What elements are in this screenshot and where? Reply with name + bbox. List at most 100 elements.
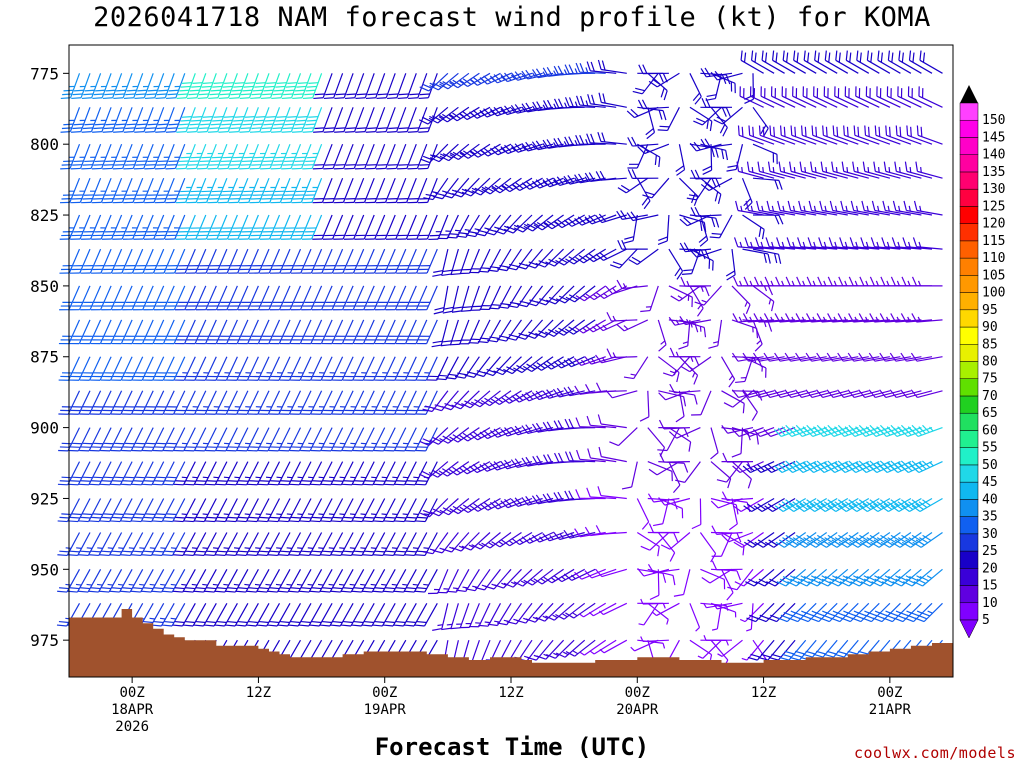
- barb-full: [314, 164, 325, 166]
- barb-staff: [732, 390, 754, 408]
- wind-barb: [565, 602, 596, 619]
- barb-full: [216, 379, 227, 381]
- barb-half: [508, 539, 514, 545]
- wind-barb: [364, 214, 386, 240]
- wind-barb: [384, 390, 407, 415]
- barb-staff: [215, 390, 228, 415]
- wind-barb: [720, 356, 736, 388]
- barb-full: [355, 268, 366, 271]
- barb-full: [374, 413, 384, 415]
- wind-barb: [352, 532, 375, 557]
- barb-half: [456, 623, 462, 625]
- wind-barb: [439, 72, 470, 90]
- barb-staff: [110, 285, 123, 310]
- barb-full: [91, 272, 101, 274]
- barb-full: [398, 93, 409, 96]
- barb-full: [487, 269, 498, 272]
- barb-full: [92, 268, 103, 271]
- barb-full: [142, 449, 153, 452]
- barb-full: [62, 335, 73, 337]
- barb-full: [312, 409, 323, 412]
- barb-full: [275, 119, 286, 122]
- barb-staff: [141, 356, 154, 381]
- barb-half: [423, 583, 429, 586]
- barb-staff: [689, 214, 716, 219]
- barb-staff: [656, 602, 680, 617]
- credit-link[interactable]: coolwx.com/models: [853, 744, 1016, 762]
- barb-full: [82, 442, 93, 445]
- wind-barb: [155, 73, 175, 100]
- barb-full: [155, 375, 165, 378]
- barb-full: [199, 265, 210, 267]
- barb-full: [710, 71, 718, 81]
- barb-full: [500, 460, 508, 470]
- barb-full: [281, 339, 292, 341]
- barb-full: [698, 235, 707, 243]
- barb-full: [657, 449, 668, 452]
- barb-full: [532, 456, 539, 466]
- barb-staff: [185, 177, 196, 203]
- barb-full: [628, 259, 638, 266]
- wind-barb: [585, 319, 617, 333]
- wind-barb: [67, 532, 91, 557]
- barb-half: [217, 186, 224, 189]
- wind-barb: [80, 214, 102, 240]
- barb-staff: [163, 177, 175, 203]
- barb-full: [576, 95, 581, 106]
- barb-full: [472, 431, 482, 439]
- barb-full: [189, 160, 200, 163]
- wind-barb: [632, 72, 659, 95]
- barb-full: [421, 116, 432, 123]
- barb-full: [184, 379, 195, 381]
- barb-full: [156, 372, 167, 374]
- barb-full: [304, 335, 315, 337]
- barb-staff: [151, 461, 165, 486]
- barb-full: [500, 106, 508, 115]
- barb-full: [385, 516, 396, 519]
- barb-full: [177, 93, 188, 96]
- barb-staff: [457, 427, 480, 443]
- wind-barb: [456, 214, 480, 238]
- barb-half: [223, 583, 229, 586]
- barb-full: [355, 339, 366, 341]
- barb-half: [339, 476, 346, 479]
- barb-full: [290, 309, 301, 311]
- barb-staff: [560, 356, 585, 369]
- barb-full: [80, 272, 91, 274]
- barb-full: [626, 212, 634, 221]
- wind-barb: [442, 285, 459, 314]
- barb-staff: [371, 532, 386, 556]
- barb-full: [490, 147, 499, 156]
- barb-full: [417, 238, 428, 240]
- barb-full: [279, 413, 290, 415]
- barb-staff: [406, 73, 417, 98]
- barb-full: [141, 520, 152, 523]
- barb-full: [279, 342, 290, 345]
- barb-staff: [310, 356, 323, 381]
- barb-full: [558, 295, 569, 301]
- wind-barb: [700, 177, 733, 192]
- barb-full: [237, 342, 248, 345]
- barb-full: [342, 483, 353, 486]
- barb-staff: [161, 461, 175, 486]
- barb-full: [514, 143, 523, 152]
- barb-half: [697, 655, 704, 659]
- barb-half: [276, 476, 282, 479]
- barb-full: [69, 587, 80, 590]
- barb-full: [395, 413, 406, 415]
- barb-staff: [426, 319, 438, 344]
- barb-staff: [227, 107, 238, 132]
- barb-full: [364, 480, 375, 482]
- barb-staff: [133, 73, 144, 98]
- barb-full: [564, 136, 570, 146]
- wind-barb: [341, 532, 365, 557]
- barb-staff: [195, 177, 207, 203]
- barb-full: [71, 513, 82, 516]
- barb-staff: [361, 498, 375, 522]
- barb-full: [414, 624, 425, 627]
- barb-staff: [266, 569, 281, 593]
- barb-staff: [637, 143, 661, 158]
- barb-full: [620, 184, 630, 192]
- barb-full: [281, 375, 292, 378]
- barb-full: [398, 234, 408, 237]
